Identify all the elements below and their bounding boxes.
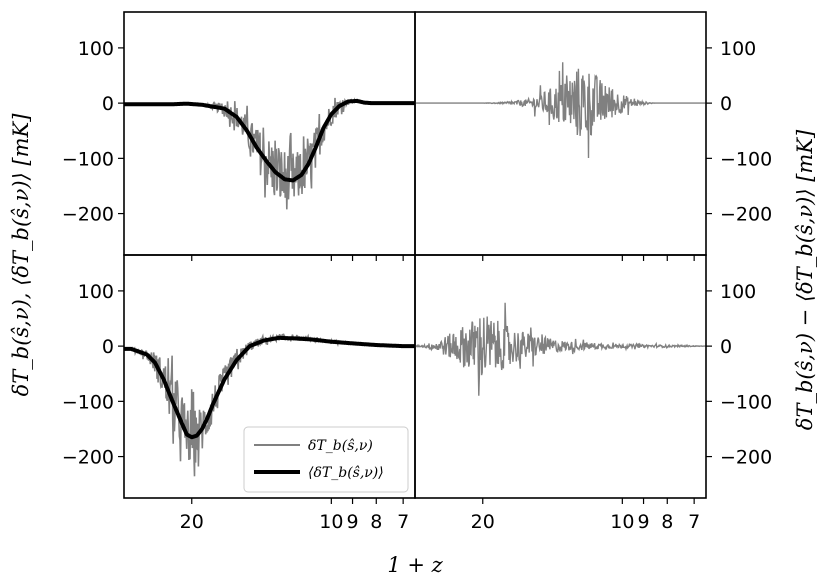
legend: δT_b(ŝ,ν) ⟨δT_b(ŝ,ν)⟩ [243, 426, 409, 493]
series-mean-line [124, 335, 415, 440]
y-tick-label: −200 [62, 204, 114, 226]
y-tick-label: −100 [62, 148, 114, 170]
y-tick-label: −200 [62, 447, 114, 469]
panel-plot-area [415, 62, 706, 159]
x-tick-label: 9 [637, 511, 649, 533]
x-tick-label: 8 [370, 511, 382, 533]
y-tick-label: 100 [720, 281, 756, 303]
series-mean-line [124, 98, 415, 183]
series-residual-line [415, 62, 706, 159]
x-tick-label: 7 [397, 511, 409, 533]
x-tick-label: 10 [319, 511, 343, 533]
y-tick-label: 0 [720, 336, 732, 358]
panel-frame [414, 11, 707, 256]
legend-box [243, 426, 409, 493]
y-tick-label: −200 [720, 447, 772, 469]
legend-label-mean: ⟨δT_b(ŝ,ν)⟩ [308, 465, 384, 481]
panel-top-right: 100 0 −100 −200 [414, 11, 772, 261]
x-tick-label: 9 [346, 511, 358, 533]
panel-bottom-right: 100 0 −100 −200 20 10 9 8 7 [414, 254, 772, 533]
series-residual-line [415, 302, 706, 396]
legend-label-noisy: δT_b(ŝ,ν) [308, 438, 373, 454]
x-tick-label: 8 [661, 511, 673, 533]
x-tick-label: 7 [688, 511, 700, 533]
x-tick-label: 20 [471, 511, 495, 533]
panel-frame [123, 11, 416, 256]
panel-frame [414, 254, 707, 499]
y-tick-label: −100 [720, 148, 772, 170]
panel-plot-area [415, 302, 706, 396]
x-axis-label: 1 + z [387, 553, 443, 577]
panel-top-left: 100 0 −100 −200 [62, 11, 416, 261]
y-tick-label: −200 [720, 204, 772, 226]
y-tick-label: 0 [102, 93, 114, 115]
left-y-axis-label: δT_b(ŝ,ν), ⟨δT_b(ŝ,ν)⟩ [mK] [9, 113, 33, 397]
right-y-axis-label: δT_b(ŝ,ν) − ⟨δT_b(ŝ,ν)⟩ [mK] [793, 129, 817, 430]
panel-plot-area [124, 97, 415, 210]
y-tick-label: 100 [720, 38, 756, 60]
y-tick-label: 0 [102, 336, 114, 358]
y-tick-label: 100 [78, 281, 114, 303]
panel-plot-area [124, 333, 415, 477]
series-noisy-line [124, 97, 415, 210]
x-tick-label: 20 [180, 511, 204, 533]
y-tick-label: −100 [62, 391, 114, 413]
panel-bottom-left: 100 0 −100 −200 20 10 9 8 7 [62, 254, 416, 533]
x-tick-label: 10 [610, 511, 634, 533]
y-tick-label: −100 [720, 391, 772, 413]
y-tick-label: 0 [720, 93, 732, 115]
y-tick-label: 100 [78, 38, 114, 60]
